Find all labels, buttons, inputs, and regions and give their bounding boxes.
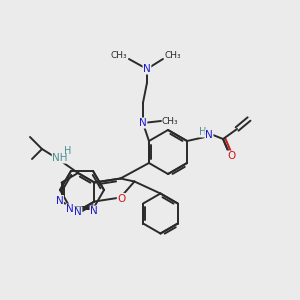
Text: N: N xyxy=(74,207,82,217)
Text: CH₃: CH₃ xyxy=(111,52,127,61)
Text: N: N xyxy=(205,130,213,140)
Text: CH₃: CH₃ xyxy=(162,116,178,125)
Text: N: N xyxy=(139,118,147,128)
Text: N: N xyxy=(56,196,63,206)
Text: H: H xyxy=(64,146,72,156)
Text: O: O xyxy=(227,151,235,161)
Text: NH: NH xyxy=(52,153,68,163)
Text: N: N xyxy=(143,64,151,74)
Text: CH₃: CH₃ xyxy=(165,52,181,61)
Text: H: H xyxy=(200,127,207,137)
Text: N: N xyxy=(90,206,98,216)
Text: O: O xyxy=(117,194,126,203)
Text: N: N xyxy=(66,204,74,214)
